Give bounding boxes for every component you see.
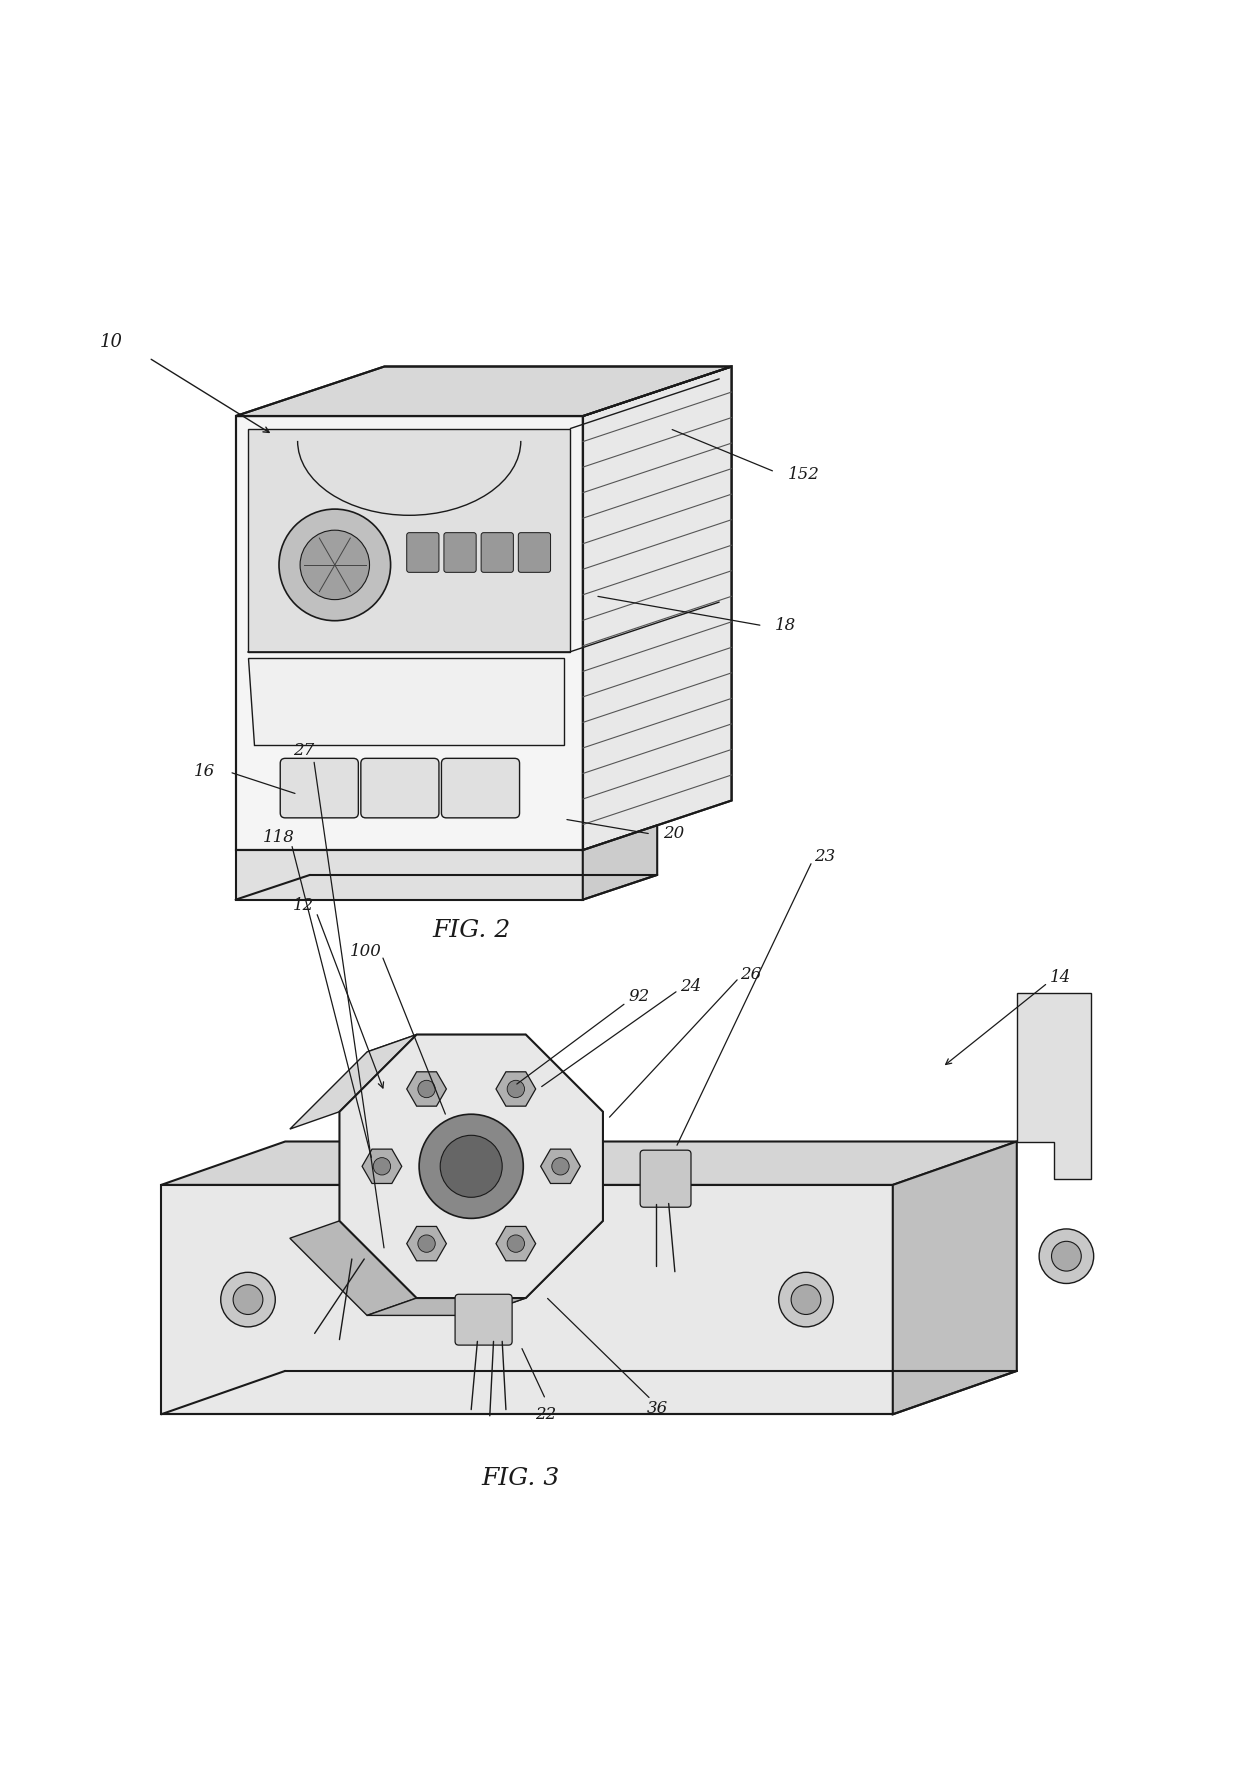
FancyBboxPatch shape xyxy=(441,758,520,818)
Polygon shape xyxy=(1017,994,1091,1179)
FancyBboxPatch shape xyxy=(444,533,476,572)
Text: 24: 24 xyxy=(680,977,702,995)
Circle shape xyxy=(418,1235,435,1253)
Circle shape xyxy=(373,1158,391,1176)
Polygon shape xyxy=(290,1035,417,1129)
Text: 26: 26 xyxy=(739,965,761,983)
FancyBboxPatch shape xyxy=(361,758,439,818)
Polygon shape xyxy=(236,851,583,899)
Polygon shape xyxy=(583,826,657,899)
FancyBboxPatch shape xyxy=(640,1151,691,1208)
FancyBboxPatch shape xyxy=(518,533,551,572)
Text: 18: 18 xyxy=(775,617,796,634)
Circle shape xyxy=(419,1115,523,1219)
FancyBboxPatch shape xyxy=(280,758,358,818)
Circle shape xyxy=(791,1285,821,1315)
Text: 100: 100 xyxy=(350,944,382,960)
Polygon shape xyxy=(290,1221,417,1315)
Polygon shape xyxy=(407,1226,446,1262)
Circle shape xyxy=(418,1081,435,1097)
Circle shape xyxy=(221,1272,275,1328)
Polygon shape xyxy=(496,1072,536,1106)
Polygon shape xyxy=(541,1149,580,1183)
Circle shape xyxy=(507,1235,525,1253)
FancyBboxPatch shape xyxy=(455,1294,512,1346)
Text: 20: 20 xyxy=(663,826,684,842)
Polygon shape xyxy=(340,1035,603,1297)
Text: 22: 22 xyxy=(534,1406,557,1422)
Circle shape xyxy=(233,1285,263,1315)
Polygon shape xyxy=(367,1035,526,1053)
Polygon shape xyxy=(236,366,732,416)
Text: 92: 92 xyxy=(627,988,650,1004)
Text: 152: 152 xyxy=(787,466,820,482)
Polygon shape xyxy=(496,1226,536,1262)
Circle shape xyxy=(1052,1242,1081,1271)
Text: 36: 36 xyxy=(646,1399,668,1417)
Circle shape xyxy=(440,1135,502,1197)
Text: 23: 23 xyxy=(813,847,836,865)
Polygon shape xyxy=(893,1142,1017,1414)
FancyBboxPatch shape xyxy=(407,533,439,572)
FancyBboxPatch shape xyxy=(481,533,513,572)
Polygon shape xyxy=(362,1149,402,1183)
Polygon shape xyxy=(367,1297,526,1315)
Polygon shape xyxy=(236,416,583,851)
Circle shape xyxy=(779,1272,833,1328)
Circle shape xyxy=(1039,1229,1094,1283)
Circle shape xyxy=(552,1158,569,1176)
Polygon shape xyxy=(476,1221,603,1315)
Text: 27: 27 xyxy=(293,742,315,759)
Text: 118: 118 xyxy=(263,829,295,847)
Circle shape xyxy=(300,531,370,600)
Circle shape xyxy=(507,1081,525,1097)
Text: 10: 10 xyxy=(100,332,123,350)
Circle shape xyxy=(279,509,391,620)
Polygon shape xyxy=(407,1072,446,1106)
Polygon shape xyxy=(476,1035,603,1129)
Text: 14: 14 xyxy=(1049,969,1071,986)
Text: 16: 16 xyxy=(193,763,216,781)
Text: 12: 12 xyxy=(293,897,315,915)
Polygon shape xyxy=(583,366,732,851)
Text: FIG. 2: FIG. 2 xyxy=(432,919,511,942)
Polygon shape xyxy=(248,658,564,745)
Polygon shape xyxy=(161,1142,1017,1185)
Polygon shape xyxy=(248,429,570,652)
Text: FIG. 3: FIG. 3 xyxy=(481,1467,560,1490)
Polygon shape xyxy=(161,1185,893,1414)
